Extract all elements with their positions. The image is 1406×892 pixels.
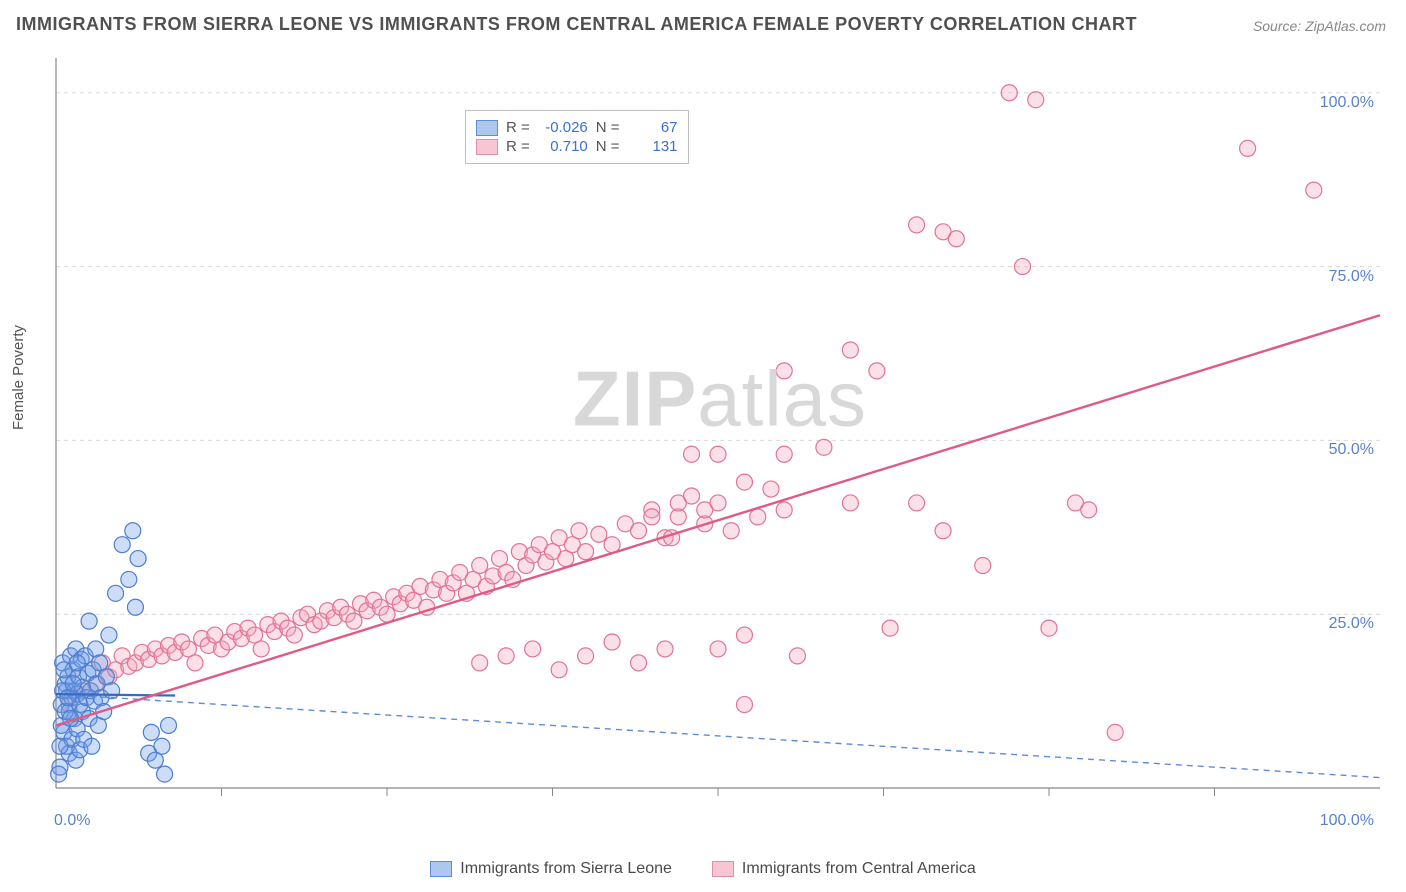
legend-item-sierra-leone: Immigrants from Sierra Leone (430, 860, 672, 878)
n-value-sierra-leone: 67 (628, 119, 678, 136)
legend-swatch-blue (476, 120, 498, 136)
r-value-sierra-leone: -0.026 (538, 119, 588, 136)
source-attribution: Source: ZipAtlas.com (1253, 18, 1386, 34)
legend-label-sierra-leone: Immigrants from Sierra Leone (460, 860, 672, 878)
chart-title: IMMIGRANTS FROM SIERRA LEONE VS IMMIGRAN… (16, 14, 1137, 35)
scatter-plot-svg (50, 48, 1390, 828)
y-tick-label: 100.0% (1320, 94, 1374, 112)
r-value-central-america: 0.710 (538, 138, 588, 155)
x-tick-label-min: 0.0% (54, 812, 90, 830)
x-tick-label-max: 100.0% (1320, 812, 1374, 830)
y-tick-label: 25.0% (1329, 615, 1374, 633)
y-axis-label: Female Poverty (10, 325, 27, 430)
legend-label-central-america: Immigrants from Central America (742, 860, 976, 878)
legend-row-sierra-leone: R = -0.026 N = 67 (476, 119, 678, 136)
legend-item-central-america: Immigrants from Central America (712, 860, 976, 878)
chart-area: ZIPatlas R = -0.026 N = 67 R = 0.710 N =… (50, 48, 1390, 828)
legend-correlation-box: R = -0.026 N = 67 R = 0.710 N = 131 (465, 110, 689, 164)
legend-swatch-blue-bottom (430, 861, 452, 877)
legend-swatch-pink-bottom (712, 861, 734, 877)
y-tick-label: 75.0% (1329, 268, 1374, 286)
n-value-central-america: 131 (628, 138, 678, 155)
y-tick-label: 50.0% (1329, 441, 1374, 459)
legend-swatch-pink (476, 139, 498, 155)
legend-row-central-america: R = 0.710 N = 131 (476, 138, 678, 155)
legend-bottom: Immigrants from Sierra Leone Immigrants … (0, 860, 1406, 878)
